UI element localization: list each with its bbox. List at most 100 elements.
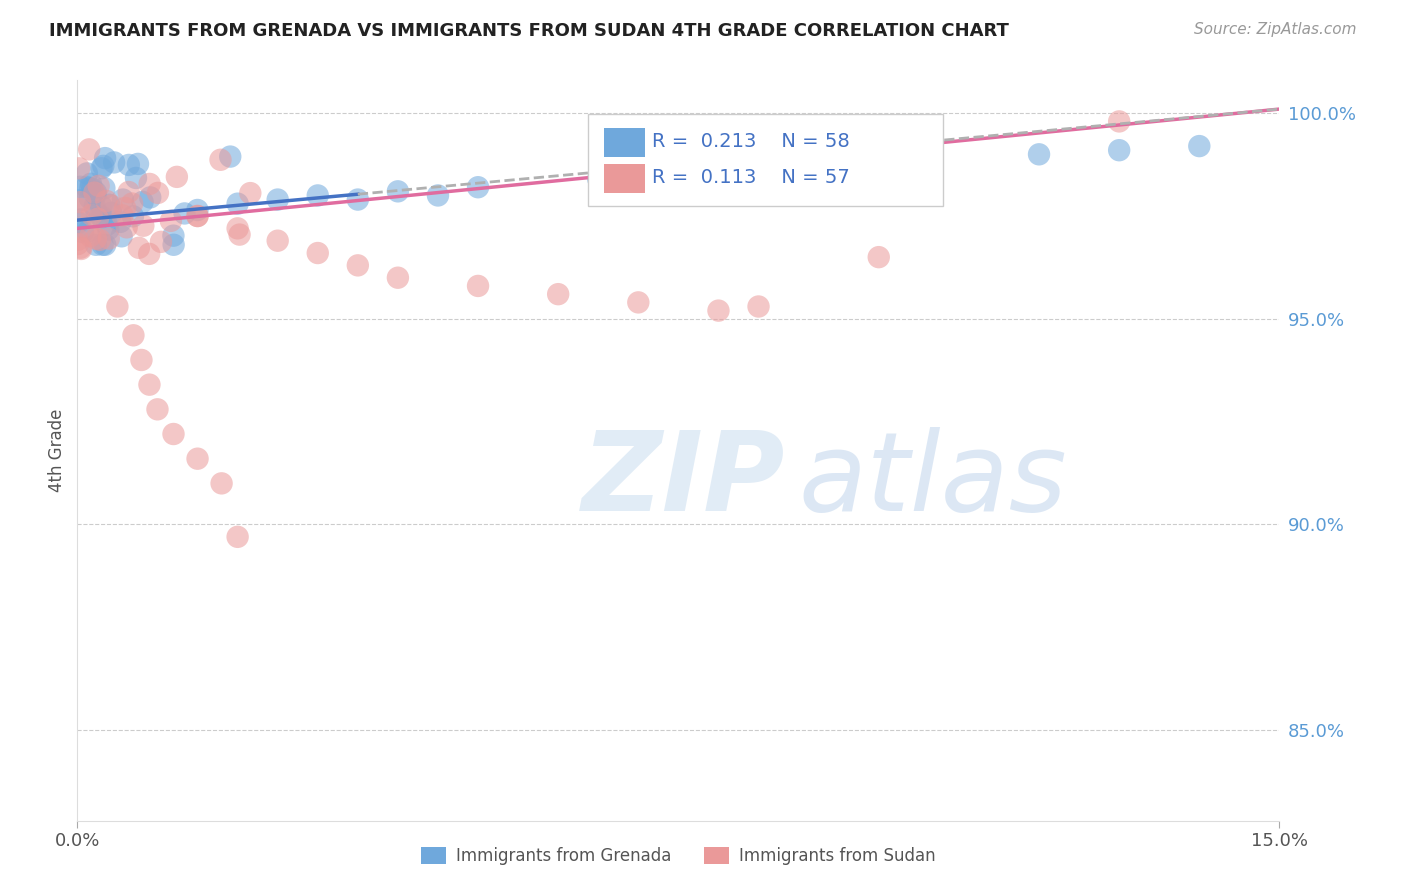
- Point: [110, 215, 132, 229]
- Point: [267, 234, 290, 248]
- Point: [89, 233, 111, 247]
- Point: [162, 427, 184, 442]
- Y-axis label: 4th Grade: 4th Grade: [48, 409, 66, 492]
- Point: [160, 214, 183, 228]
- Point: [868, 250, 890, 264]
- Point: [588, 172, 610, 186]
- Point: [267, 193, 290, 207]
- Point: [100, 206, 122, 220]
- Point: [1108, 143, 1130, 157]
- Point: [707, 168, 730, 182]
- Point: [427, 188, 450, 202]
- Point: [307, 246, 329, 260]
- Point: [1028, 147, 1050, 161]
- Point: [67, 215, 90, 229]
- Point: [132, 219, 155, 233]
- Point: [173, 206, 195, 220]
- Point: [79, 191, 101, 205]
- Point: [748, 300, 770, 314]
- Point: [111, 208, 134, 222]
- Text: R =  0.113    N = 57: R = 0.113 N = 57: [652, 168, 849, 186]
- Point: [162, 237, 184, 252]
- Point: [166, 169, 188, 184]
- Point: [115, 220, 138, 235]
- Point: [77, 142, 100, 156]
- FancyBboxPatch shape: [603, 164, 645, 193]
- Point: [138, 177, 160, 191]
- Point: [100, 198, 122, 212]
- Point: [211, 476, 233, 491]
- Point: [69, 195, 91, 210]
- Point: [93, 181, 115, 195]
- Point: [97, 222, 120, 236]
- Point: [122, 328, 145, 343]
- Point: [90, 199, 112, 213]
- Point: [67, 161, 90, 176]
- FancyBboxPatch shape: [603, 128, 645, 157]
- Point: [186, 209, 209, 223]
- Point: [139, 190, 162, 204]
- Point: [146, 186, 169, 200]
- Point: [89, 209, 111, 223]
- Point: [67, 202, 90, 216]
- Point: [87, 178, 110, 193]
- Point: [467, 180, 489, 194]
- Point: [219, 150, 242, 164]
- Point: [80, 208, 103, 222]
- Point: [82, 182, 104, 196]
- Point: [83, 200, 105, 214]
- Point: [1108, 114, 1130, 128]
- Point: [186, 451, 209, 466]
- Point: [114, 201, 136, 215]
- Point: [1188, 139, 1211, 153]
- Point: [91, 159, 114, 173]
- FancyBboxPatch shape: [588, 113, 943, 206]
- Point: [387, 184, 409, 198]
- Point: [131, 194, 153, 209]
- Point: [87, 211, 110, 226]
- Text: R =  0.213    N = 58: R = 0.213 N = 58: [652, 132, 849, 152]
- Point: [118, 185, 141, 199]
- Point: [127, 157, 149, 171]
- Point: [226, 196, 249, 211]
- Point: [80, 177, 103, 191]
- Text: Source: ZipAtlas.com: Source: ZipAtlas.com: [1194, 22, 1357, 37]
- Point: [96, 218, 118, 232]
- Point: [96, 194, 118, 208]
- Point: [131, 353, 153, 368]
- Point: [79, 229, 101, 244]
- Point: [149, 235, 172, 249]
- Point: [70, 242, 93, 256]
- Point: [107, 300, 129, 314]
- Point: [209, 153, 232, 167]
- Point: [347, 193, 370, 207]
- Point: [72, 225, 94, 239]
- Point: [226, 530, 249, 544]
- Legend: Immigrants from Grenada, Immigrants from Sudan: Immigrants from Grenada, Immigrants from…: [413, 840, 943, 871]
- Point: [83, 186, 105, 200]
- Point: [66, 233, 89, 247]
- Point: [69, 179, 91, 194]
- Point: [76, 166, 98, 180]
- Point: [707, 303, 730, 318]
- Point: [69, 241, 91, 255]
- Text: IMMIGRANTS FROM GRENADA VS IMMIGRANTS FROM SUDAN 4TH GRADE CORRELATION CHART: IMMIGRANTS FROM GRENADA VS IMMIGRANTS FR…: [49, 22, 1010, 40]
- Point: [98, 198, 121, 212]
- Point: [122, 210, 145, 224]
- Point: [69, 193, 91, 207]
- Point: [347, 258, 370, 272]
- Point: [387, 270, 409, 285]
- Point: [125, 171, 148, 186]
- Point: [138, 377, 160, 392]
- Point: [84, 232, 107, 246]
- Point: [94, 151, 117, 165]
- Point: [186, 209, 208, 223]
- Point: [118, 158, 141, 172]
- Point: [94, 237, 117, 252]
- Point: [69, 212, 91, 227]
- Text: ZIP: ZIP: [582, 426, 786, 533]
- Point: [84, 186, 107, 200]
- Point: [146, 402, 169, 417]
- Point: [121, 196, 143, 211]
- Point: [467, 279, 489, 293]
